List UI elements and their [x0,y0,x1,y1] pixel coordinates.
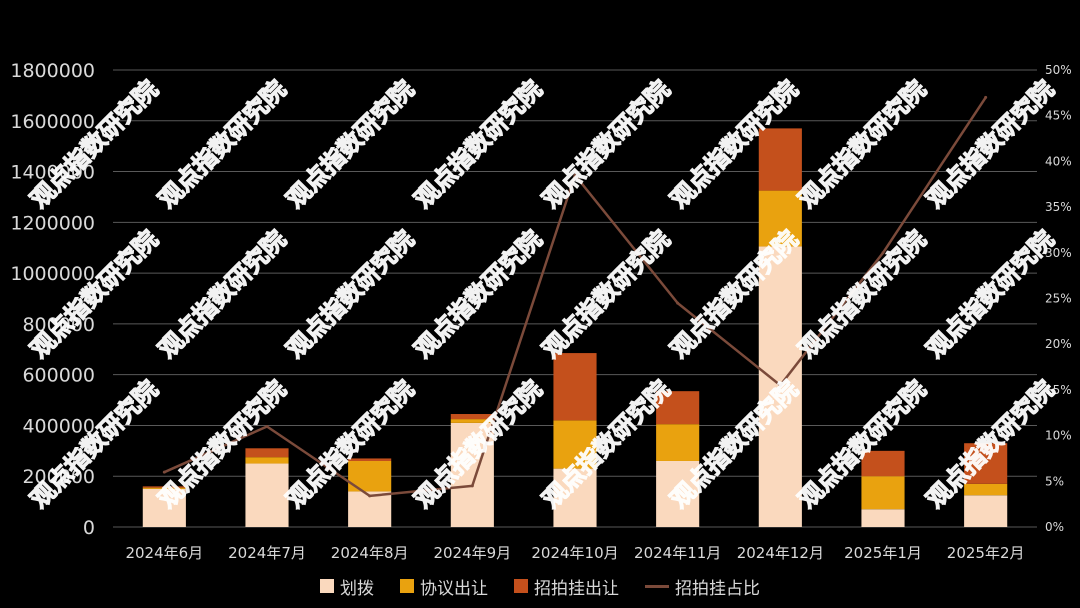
y-tick-label: 1400000 [10,162,95,184]
y-tick-label: 1000000 [10,263,95,285]
bar-segment [142,488,186,527]
ratio-point [162,470,166,474]
y-tick-label: 1600000 [10,111,95,133]
y2-tick-label: 45% [1045,109,1072,123]
y2-tick-label: 10% [1045,429,1072,443]
watermark-text: 观点指数研究院 [537,75,676,214]
x-tick-label: 2024年9月 [433,544,511,562]
watermark-text: 观点指数研究院 [25,225,164,364]
watermark-text: 观点指数研究院 [281,75,420,214]
watermark-text: 观点指数研究院 [153,75,292,214]
ratio-point [778,383,782,387]
ratio-point [368,494,372,498]
y2-tick-label: 30% [1045,246,1072,260]
ratio-point [881,251,885,255]
legend-label-zhaopaigua: 招拍挂出让 [534,578,619,599]
bar-segment [758,190,802,247]
legend-item-zhaopaigua: 招拍挂出让 [514,574,619,599]
bar-segment [964,443,1008,484]
legend-label-huabo: 划拨 [340,578,374,599]
legend-swatch-huabo [320,579,334,593]
bar-segment [656,391,700,425]
ratio-point [470,484,474,488]
bar-segment [861,450,905,477]
y2-tick-label: 0% [1045,520,1064,534]
y-tick-label: 0 [83,517,95,539]
y2-tick-label: 25% [1045,292,1072,306]
watermark-text: 观点指数研究院 [793,225,932,364]
bar-segment [450,419,494,423]
bar-segment [656,424,700,461]
legend-item-huabo: 划拨 [320,574,374,599]
ratio-point [676,301,680,305]
legend-swatch-xieyi [400,579,414,593]
bar-segment [964,495,1008,527]
bar-segment [142,487,186,489]
watermark-text: 观点指数研究院 [409,225,548,364]
bar-segment [245,457,289,464]
y2-tick-label: 15% [1045,383,1072,397]
bar-segment [553,420,597,469]
legend: 划拨 协议出让 招拍挂出让 招拍挂占比 [0,572,1080,600]
x-tick-label: 2024年8月 [331,544,409,562]
bar-segment [142,486,186,488]
legend-label-xieyi: 协议出让 [420,578,488,599]
ratio-point [984,95,988,99]
y2-tick-label: 5% [1045,474,1064,488]
x-tick-label: 2025年2月 [947,544,1025,562]
legend-item-xieyi: 协议出让 [400,574,488,599]
watermark-text: 观点指数研究院 [153,225,292,364]
chart-svg: 0 200000 400000 600000 800000 1000000 1200000 1… [10,60,1072,562]
bar-segment [245,448,289,458]
watermark-text: 观点指数研究院 [921,225,1060,364]
x-tick-label: 2024年12月 [737,544,824,562]
bar-segment [553,353,597,421]
y-tick-label: 1200000 [10,212,95,234]
bar-segment [964,483,1008,496]
bar-segment [656,460,700,527]
y-tick-label: 600000 [22,365,95,387]
bar-segment [861,509,905,527]
bar-segment [861,476,905,510]
y2-tick-label: 50% [1045,63,1072,77]
y-tick-label: 400000 [22,415,95,437]
y-tick-label: 200000 [22,466,95,488]
watermark-text: 观点指数研究院 [409,75,548,214]
watermark-text: 观点指数研究院 [793,75,932,214]
x-tick-label: 2024年7月 [228,544,306,562]
bar-segment [553,468,597,527]
bar-segment [348,458,392,461]
watermark-text: 观点指数研究院 [25,75,164,214]
bar-segment [245,463,289,527]
watermark-text: 观点指数研究院 [281,225,420,364]
y2-tick-label: 20% [1045,337,1072,351]
legend-item-ratio: 招拍挂占比 [645,574,760,599]
y-tick-label: 1800000 [10,60,95,82]
legend-swatch-ratio [645,584,669,588]
bar-segment [758,128,802,191]
y2-tick-label: 35% [1045,200,1072,214]
x-tick-label: 2024年6月 [125,544,203,562]
y2-tick-label: 40% [1045,154,1072,168]
watermark-text: 观点指数研究院 [537,225,676,364]
bar-segment [450,414,494,420]
watermark-text: 观点指数研究院 [921,75,1060,214]
ratio-point [573,173,577,177]
x-tick-label: 2024年11月 [634,544,721,562]
legend-swatch-zhaopaigua [514,579,528,593]
x-tick-label: 2024年10月 [531,544,618,562]
legend-label-ratio: 招拍挂占比 [675,578,760,599]
ratio-point [265,424,269,428]
x-tick-label: 2025年1月 [844,544,922,562]
y-tick-label: 800000 [22,314,95,336]
